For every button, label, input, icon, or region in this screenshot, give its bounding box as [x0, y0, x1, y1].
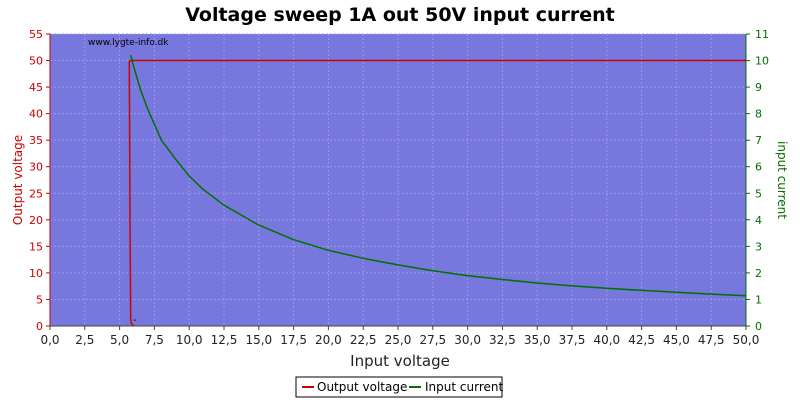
x-tick-label: 22,5 [350, 333, 377, 347]
y-right-tick-label: 2 [755, 267, 762, 280]
y-left-tick-label: 25 [29, 187, 43, 200]
series-line-output-voltage [128, 59, 746, 327]
x-tick-label: 7,5 [145, 333, 164, 347]
x-tick-label: 50,0 [733, 333, 760, 347]
y-left-tick-label: 55 [29, 28, 43, 41]
legend-box [295, 376, 503, 398]
y-right-tick-label: 5 [755, 187, 762, 200]
x-tick-label: 15,0 [245, 333, 272, 347]
y-right-tick-label: 8 [755, 108, 762, 121]
x-tick-label: 42,5 [628, 333, 655, 347]
y-left-axis-label: Output voltage [11, 135, 25, 225]
y-right-tick-label: 1 [755, 293, 762, 306]
y-right-tick-label: 6 [755, 161, 762, 174]
y-right-tick-label: 11 [755, 28, 769, 41]
y-right-tick-label: 9 [755, 81, 762, 94]
x-tick-label: 0,0 [40, 333, 59, 347]
x-tick-label: 10,0 [176, 333, 203, 347]
y-right-axis-label: input current [775, 141, 789, 219]
y-left-tick-label: 40 [29, 108, 43, 121]
x-axis-label: Input voltage [350, 352, 450, 370]
y-left-tick-label: 45 [29, 81, 43, 94]
y-left-tick-label: 30 [29, 161, 43, 174]
x-tick-label: 25,0 [385, 333, 412, 347]
x-axis-ticks: 0,0 2,5 5,0 7,5 10,0 12,5 15,0 17,5 20,0 22,5 25,0… [40, 326, 759, 347]
x-tick-label: 35,0 [524, 333, 551, 347]
y-left-tick-label: 20 [29, 214, 43, 227]
legend: Output voltage Input current [295, 376, 503, 398]
x-tick-label: 20,0 [315, 333, 342, 347]
y-right-tick-label: 3 [755, 240, 762, 253]
y-right-axis-ticks: 0 1 2 3 4 5 6 7 8 9 10 11 [746, 28, 769, 333]
y-right-tick-label: 10 [755, 55, 769, 68]
chart-title: Voltage sweep 1A out 50V input current [185, 4, 615, 26]
y-right-tick-label: 0 [755, 320, 762, 333]
y-right-tick-label: 7 [755, 134, 762, 147]
y-left-tick-label: 0 [36, 320, 43, 333]
x-tick-label: 30,0 [454, 333, 481, 347]
y-left-tick-label: 50 [29, 55, 43, 68]
x-tick-label: 2,5 [75, 333, 94, 347]
legend-label-input-current: Input current [425, 380, 503, 394]
y-left-tick-label: 15 [29, 240, 43, 253]
y-right-tick-label: 4 [755, 214, 762, 227]
x-tick-label: 12,5 [211, 333, 238, 347]
series-lines [128, 55, 747, 327]
x-tick-label: 37,5 [559, 333, 586, 347]
x-tick-label: 17,5 [280, 333, 307, 347]
x-tick-label: 45,0 [663, 333, 690, 347]
y-left-axis-ticks: 0 5 10 15 20 25 30 35 40 45 50 55 [29, 28, 50, 333]
x-tick-label: 27,5 [419, 333, 446, 347]
legend-label-output-voltage: Output voltage [317, 380, 407, 394]
x-tick-label: 47,5 [698, 333, 725, 347]
y-left-tick-label: 35 [29, 134, 43, 147]
series-line-input-current [129, 55, 747, 297]
watermark: www.lygte-info.dk [88, 38, 169, 48]
y-left-tick-label: 10 [29, 267, 43, 280]
x-tick-label: 40,0 [593, 333, 620, 347]
x-tick-label: 5,0 [110, 333, 129, 347]
y-left-tick-label: 5 [36, 293, 43, 306]
x-tick-label: 32,5 [489, 333, 516, 347]
